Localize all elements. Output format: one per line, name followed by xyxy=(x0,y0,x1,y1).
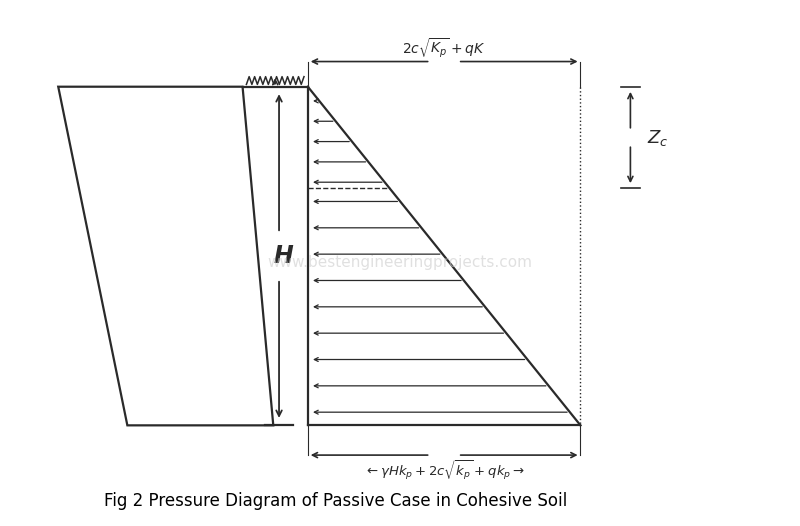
Polygon shape xyxy=(58,87,274,426)
Text: $\leftarrow\gamma Hk_p+2c\sqrt{k_p}+qk_p\rightarrow$: $\leftarrow\gamma Hk_p+2c\sqrt{k_p}+qk_p… xyxy=(364,459,525,483)
Text: H: H xyxy=(273,244,293,268)
Text: Fig 2 Pressure Diagram of Passive Case in Cohesive Soil: Fig 2 Pressure Diagram of Passive Case i… xyxy=(104,492,567,510)
Text: www.bestengineeringprojects.com: www.bestengineeringprojects.com xyxy=(267,256,533,270)
Text: $2c\sqrt{K_p}+qK$: $2c\sqrt{K_p}+qK$ xyxy=(402,36,486,60)
Text: $Z_c$: $Z_c$ xyxy=(647,127,669,147)
